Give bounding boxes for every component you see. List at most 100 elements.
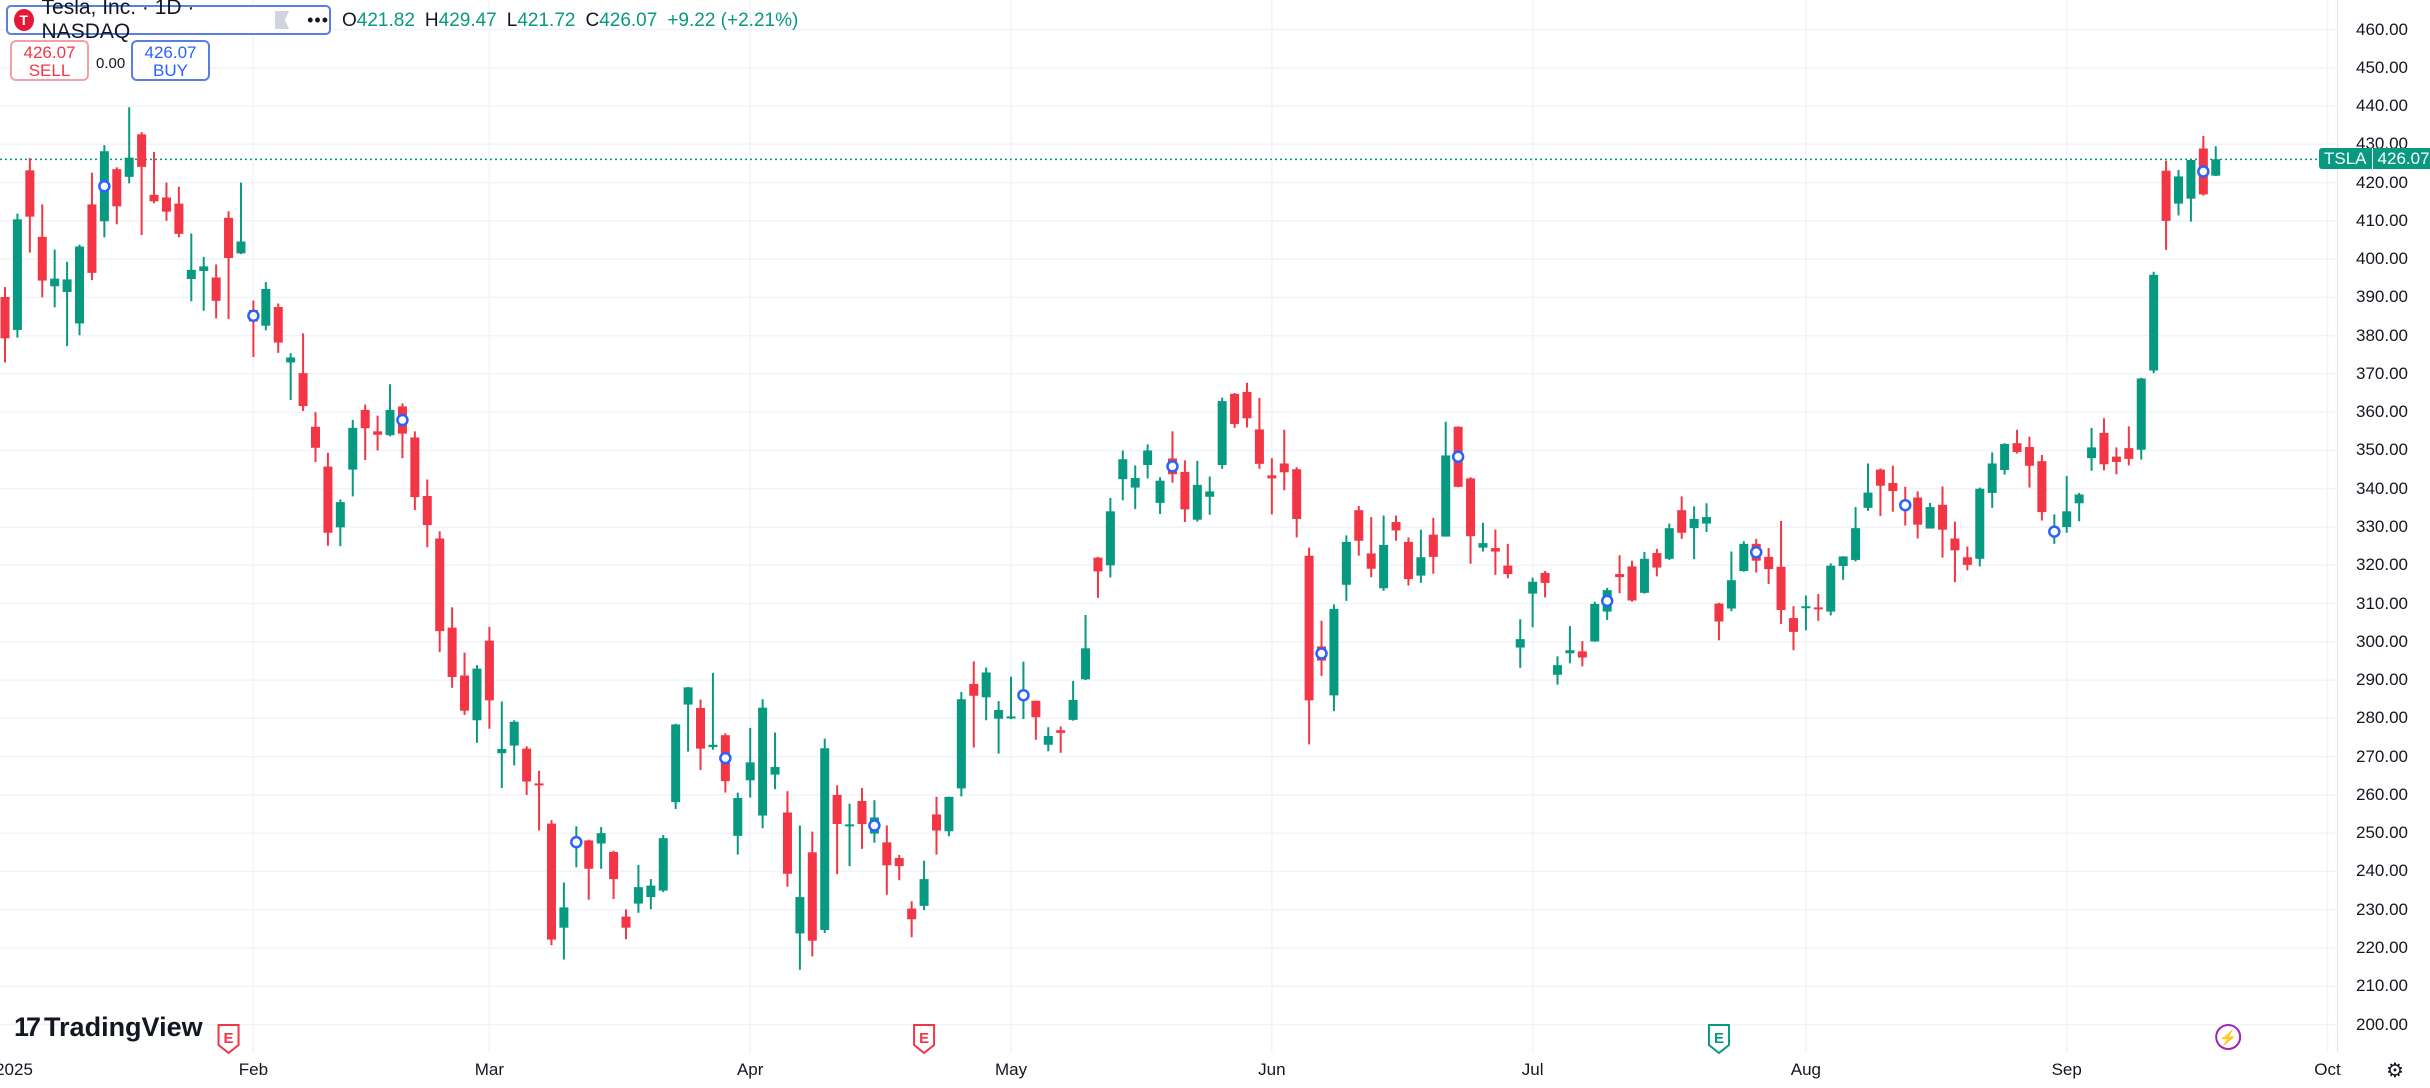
buy-price: 426.07 [144, 43, 197, 62]
candle-down [1093, 557, 1103, 572]
candle-down [311, 426, 320, 448]
candle-up [919, 879, 929, 906]
candle-up [1925, 507, 1935, 529]
candle-down [534, 783, 544, 786]
candle-up [596, 833, 606, 844]
candle-up [1416, 557, 1426, 576]
candle-up [12, 219, 22, 330]
candle-down [224, 217, 234, 258]
price-tick-label: 420.00 [2356, 172, 2408, 192]
tradingview-logo[interactable]: 17 TradingView [14, 1012, 203, 1043]
earnings-icon [217, 1024, 240, 1055]
candle-down [1230, 393, 1240, 425]
candle-up [2149, 274, 2159, 371]
candle-down [2037, 461, 2047, 513]
candle-up [956, 699, 966, 789]
candle-up [2186, 160, 2196, 199]
candle-up [2000, 443, 2010, 470]
tradingview-mark-icon: 17 [14, 1012, 41, 1042]
price-tick-label: 440.00 [2356, 96, 2408, 116]
candle-down [2012, 443, 2022, 453]
candle-up [1155, 480, 1165, 503]
candle-down [422, 496, 432, 526]
candle-up [1826, 565, 1836, 612]
time-tick-label: May [994, 1060, 1028, 1079]
candle-down [1577, 651, 1587, 658]
idea-marker-icon [396, 413, 409, 427]
candle-down [522, 748, 532, 782]
candle-up [1068, 699, 1078, 720]
candle-down [696, 708, 706, 749]
idea-marker-icon [1899, 498, 1912, 512]
candle-down [1354, 510, 1364, 541]
idea-marker-icon [1749, 546, 1763, 559]
candle-up [1006, 716, 1016, 719]
flash-event-icon [2215, 1024, 2242, 1050]
event-label: E [1714, 1030, 1724, 1047]
candle-up [286, 357, 296, 363]
time-tick-label: Feb [238, 1060, 269, 1079]
price-tick-label: 320.00 [2356, 555, 2408, 575]
candle-up [1702, 517, 1712, 524]
candle-down [149, 194, 159, 202]
candle-up [683, 687, 693, 705]
candle-down [211, 277, 221, 301]
candle-down [1776, 566, 1786, 611]
candle-down [1304, 555, 1314, 701]
tesla-logo-icon: T [14, 9, 34, 31]
candle-up [1590, 603, 1600, 642]
price-tick-label: 260.00 [2356, 784, 2408, 804]
price-tick-label: 390.00 [2356, 287, 2408, 307]
symbol-info-box[interactable]: T Tesla, Inc. · 1D · NASDAQ ••• [6, 0, 331, 43]
candle-down [1813, 607, 1823, 610]
candle-up [1379, 544, 1389, 589]
symbol-title[interactable]: Tesla, Inc. · 1D · NASDAQ [41, 0, 195, 43]
candle-up [261, 288, 271, 326]
candle-up [2211, 159, 2221, 176]
candle-up [1987, 463, 1997, 493]
price-tick-label: 370.00 [2356, 363, 2408, 383]
candle-up [1130, 478, 1140, 488]
last-price-tag: TSLA 426.07 [2319, 148, 2430, 169]
candle-down [1888, 482, 1898, 492]
candle-down [137, 134, 147, 167]
candle-down [1540, 572, 1550, 583]
candle-down [857, 801, 867, 824]
candle-up [62, 279, 72, 293]
high-key: H [424, 10, 439, 31]
flag-icon[interactable] [274, 11, 290, 29]
sell-price: 426.07 [23, 43, 76, 62]
candle-up [1329, 608, 1339, 696]
candle-down [447, 627, 457, 678]
candle-up [1441, 455, 1451, 537]
candle-up [1192, 484, 1202, 520]
price-tick-label: 270.00 [2356, 746, 2408, 766]
candle-up [795, 897, 805, 934]
idea-marker-icon [2197, 165, 2210, 178]
candle-up [1478, 543, 1488, 548]
high-value: 429.47 [438, 10, 497, 31]
sell-button[interactable]: 426.07 SELL [10, 40, 89, 81]
candle-up [845, 824, 855, 827]
candle-down [1714, 603, 1724, 622]
candle-up [559, 907, 569, 928]
candle-up [671, 724, 681, 803]
settings-gear-icon[interactable]: ⚙ [2386, 1060, 2404, 1082]
candle-down [1788, 618, 1798, 632]
price-tag-symbol: TSLA [2319, 148, 2373, 169]
candle-down [410, 437, 420, 498]
price-tick-label: 330.00 [2356, 517, 2408, 536]
candle-down [1490, 548, 1500, 552]
candle-up [708, 744, 718, 748]
candle-up [1118, 459, 1128, 480]
price-tick-label: 300.00 [2356, 631, 2408, 651]
candle-up [1863, 492, 1873, 508]
candle-down [174, 203, 184, 234]
candle-down [1279, 463, 1289, 473]
time-tick-label: Mar [474, 1060, 505, 1079]
buy-button[interactable]: 426.07 BUY [131, 40, 210, 81]
candle-up [186, 269, 196, 280]
price-axis-border [2337, 0, 2338, 1052]
more-options-icon[interactable]: ••• [307, 9, 329, 30]
